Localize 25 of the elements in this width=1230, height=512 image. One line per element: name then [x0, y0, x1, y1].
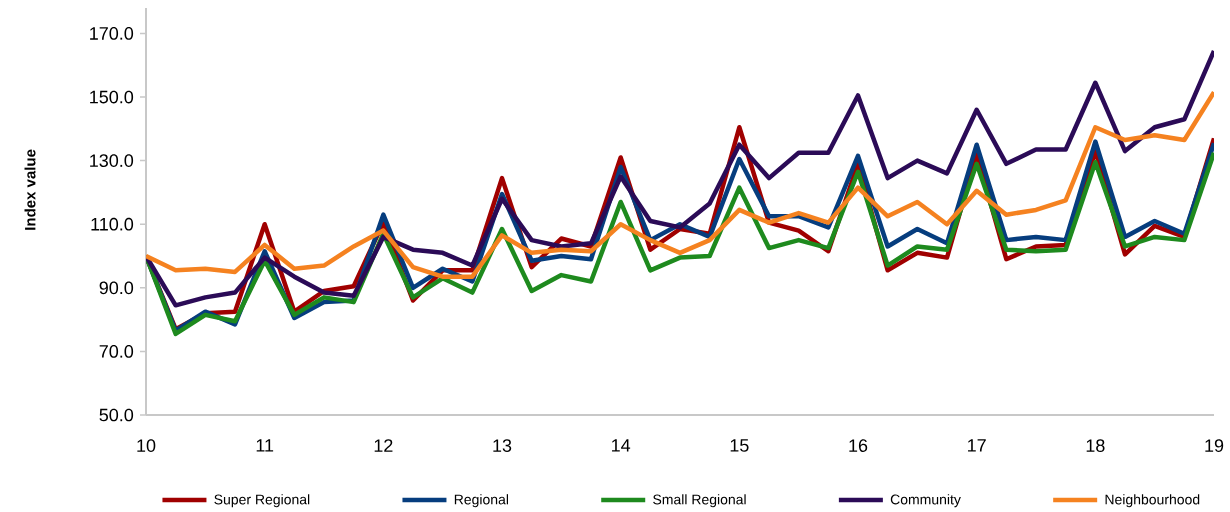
y-tick-label: 70.0 — [99, 345, 134, 358]
x-tick-label: 10 — [137, 439, 156, 452]
x-tick-label: 17 — [968, 439, 986, 452]
y-tick-label: 150.0 — [90, 90, 134, 104]
y-tick-label: 130.0 — [90, 154, 134, 167]
y-tick-label: 170.0 — [90, 27, 134, 40]
x-tick-label: 15 — [730, 439, 749, 452]
legend-label: Small Regional — [653, 494, 746, 508]
x-tick-label: 16 — [849, 439, 868, 452]
y-tick-label: 90.0 — [99, 281, 134, 295]
x-tick-label: 12 — [374, 439, 393, 452]
x-tick-label: 19 — [1205, 439, 1224, 452]
legend-label: Regional — [454, 494, 509, 508]
line-series — [146, 48, 1214, 308]
x-tick-label: 18 — [1086, 439, 1105, 452]
x-tick-label: 14 — [612, 439, 631, 452]
y-axis-title: Index value — [24, 149, 36, 230]
legend-label: Community — [890, 494, 961, 508]
x-tick-label: 11 — [256, 439, 274, 452]
line-series — [146, 90, 1214, 279]
x-tick-label: 13 — [493, 439, 512, 452]
legend-label: Neighbourhood — [1105, 494, 1200, 508]
legend-label: Super Regional — [214, 494, 310, 508]
y-tick-label: 110.0 — [91, 217, 134, 231]
y-tick-label: 50.0 — [99, 408, 134, 422]
